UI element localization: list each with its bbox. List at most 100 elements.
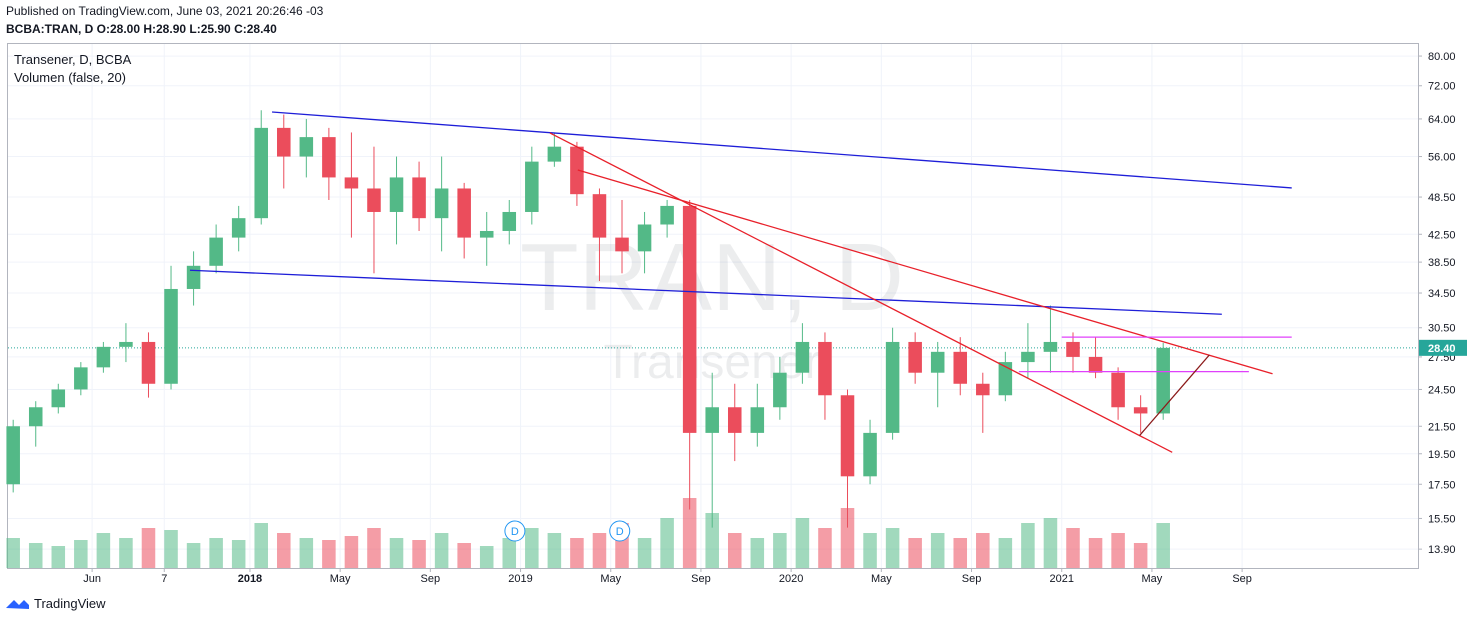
y-tick-label: 72.00 [1428,81,1456,93]
x-tick-label: 2018 [238,573,262,585]
volume-bar [773,533,787,568]
volume-bar [998,538,1013,568]
candle-body [1156,347,1170,414]
y-tick-label: 24.50 [1428,384,1456,396]
x-tick-label: 2020 [779,573,803,585]
volume-bar [908,538,922,568]
volume-bar [502,538,517,568]
volume-bar [953,538,968,568]
candle-body [1111,372,1125,408]
candle-body [231,218,246,238]
volume-bar [1156,523,1170,568]
last-price-label: 28.40 [1428,343,1456,355]
y-tick-label: 21.50 [1428,421,1456,433]
x-tick-label: 2019 [508,573,532,585]
candle-body [1021,351,1035,363]
volume-bar [322,540,336,568]
volume-bar [74,540,88,568]
candle-body [141,341,156,384]
candle-body [1066,341,1080,357]
candle-body [547,146,562,162]
volume-bar [254,523,268,568]
candle-body [1088,356,1103,373]
volume-bar [1021,523,1035,568]
trendline [577,169,1273,375]
trendline [189,269,1222,315]
candle-body [818,341,832,396]
x-tick-label: May [1142,573,1163,585]
candle-body [164,288,178,384]
candle-body [930,351,945,373]
symbol-line: BCBA:TRAN, D O:28.00 H:28.90 L:25.90 C:2… [6,22,277,36]
volume-bar [727,533,742,568]
candle-body [615,237,629,252]
y-tick-label: 64.00 [1428,114,1456,126]
brand-logo [6,600,29,609]
volume-bar [277,533,291,568]
candle-body [727,407,742,433]
volume-bar [682,498,697,568]
volume-bar [885,528,900,568]
candle-body [389,177,404,212]
candle-body [322,137,336,178]
volume-bar [547,533,562,568]
published-note: Published on TradingView.com, June 03, 2… [6,4,324,18]
volume-bar [592,533,607,568]
volume-bar [1066,528,1080,568]
volume-bar [1111,533,1125,568]
volume-bar [28,543,43,568]
candle-body [367,188,381,212]
y-tick-label: 38.50 [1428,257,1456,269]
watermark: TRAN, D [520,224,904,331]
candle-body [344,177,359,189]
dividend-label: D [511,526,519,538]
y-tick-label: 17.50 [1428,479,1456,491]
trendline [272,111,1292,189]
y-tick-label: 30.50 [1428,323,1456,335]
x-tick-label: Sep [1232,573,1252,585]
x-tick-label: Sep [962,573,982,585]
candle-body [592,194,607,238]
x-tick-label: 2021 [1049,573,1073,585]
candle-body [863,432,877,477]
volume-bar [818,528,832,568]
volume-bar [570,538,584,568]
candle-body [479,230,494,238]
y-tick-label: 19.50 [1428,449,1456,461]
candle-body [750,407,765,433]
candle-body [412,177,426,219]
candle-body [885,341,900,433]
volume-bar [119,538,133,568]
candle-body [637,224,652,252]
volume-bar [51,546,66,568]
candle-body [840,395,855,477]
volume-bar [209,538,223,568]
candle-body [1043,341,1058,352]
trendline [1139,354,1210,437]
x-tick-label: 7 [161,573,167,585]
candle-body [209,237,223,266]
volume-bar [344,536,359,568]
candle-body [953,351,968,384]
volume-bar [299,538,314,568]
candle-body [186,265,201,289]
volume-bar [1133,543,1148,568]
volume-bar [525,528,539,568]
y-tick-label: 13.90 [1428,544,1456,556]
candle-body [51,389,66,408]
candle-body [299,137,314,157]
x-tick-label: Sep [421,573,441,585]
candle-body [795,341,810,373]
x-tick-label: May [600,573,621,585]
candle-body [434,188,449,219]
volume-bar [6,538,20,568]
x-tick-label: May [871,573,892,585]
volume-bar [457,543,471,568]
y-tick-label: 42.50 [1428,229,1456,241]
candle-body [682,205,697,433]
dividend-label: D [616,526,624,538]
indicator-label: Volumen (false, 20) [14,70,126,85]
volume-bar [976,533,990,568]
plot-frame [7,43,1419,569]
